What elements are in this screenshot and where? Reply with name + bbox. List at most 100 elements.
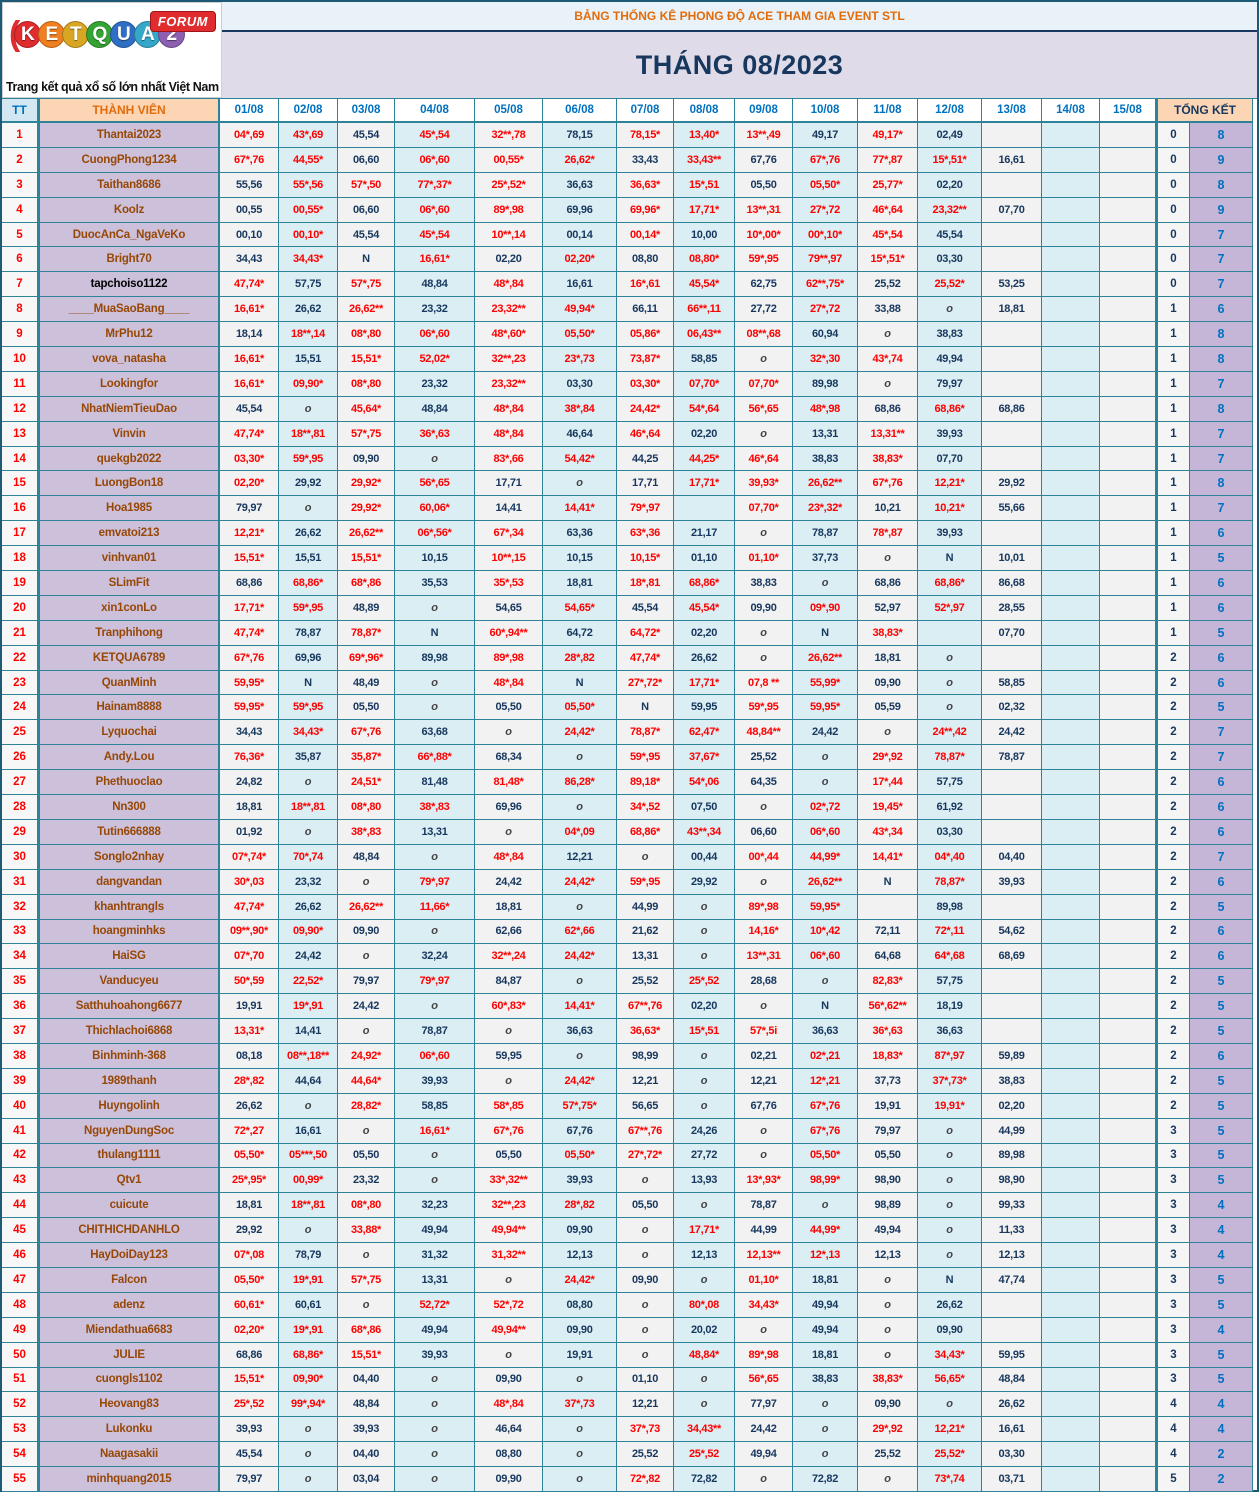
score-cell-13-08[interactable]: 02,20 — [982, 1093, 1042, 1119]
score-cell-13-08[interactable] — [982, 322, 1042, 348]
score-cell-03-08[interactable]: 06,60 — [338, 197, 395, 223]
score-cell-11-08[interactable]: 82,83* — [858, 969, 918, 995]
score-cell-07-08[interactable]: 12,21 — [617, 1392, 674, 1418]
score-cell-01-08[interactable]: 01,92 — [220, 819, 279, 845]
total-miss-cell[interactable]: 0 — [1156, 172, 1190, 198]
score-cell-04-08[interactable]: o — [395, 595, 475, 621]
score-cell-10-08[interactable]: 06*,60 — [793, 819, 858, 845]
score-cell-09-08[interactable]: 56*,65 — [735, 1367, 793, 1393]
score-cell-11-08[interactable] — [858, 894, 918, 920]
score-cell-02-08[interactable]: 59*,95 — [279, 446, 338, 472]
score-cell-09-08[interactable]: 48,84** — [735, 720, 793, 746]
score-cell-13-08[interactable] — [982, 645, 1042, 671]
score-cell-15-08[interactable] — [1100, 620, 1156, 646]
score-cell-08-08[interactable]: o — [674, 944, 735, 970]
score-cell-15-08[interactable] — [1100, 1093, 1156, 1119]
score-cell-15-08[interactable] — [1100, 844, 1156, 870]
total-score-cell[interactable]: 5 — [1190, 1019, 1253, 1044]
score-cell-03-08[interactable]: 04,40 — [338, 1367, 395, 1393]
score-cell-13-08[interactable] — [982, 894, 1042, 920]
score-cell-02-08[interactable]: 43*,69 — [279, 123, 338, 148]
score-cell-05-08[interactable]: 46,64 — [475, 1417, 543, 1443]
score-cell-08-08[interactable]: 17,71* — [674, 670, 735, 696]
score-cell-02-08[interactable]: 44,64 — [279, 1068, 338, 1094]
score-cell-03-08[interactable]: o — [338, 1019, 395, 1044]
score-cell-12-08[interactable] — [918, 620, 982, 646]
score-cell-08-08[interactable]: 37,67* — [674, 745, 735, 771]
score-cell-08-08[interactable]: 02,20 — [674, 421, 735, 447]
total-score-cell[interactable]: 5 — [1190, 1143, 1253, 1169]
score-cell-04-08[interactable]: 23,32 — [395, 371, 475, 397]
score-cell-03-08[interactable]: 45,54 — [338, 123, 395, 148]
score-cell-07-08[interactable]: 05,86* — [617, 322, 674, 348]
score-cell-01-08[interactable]: 50*,59 — [220, 969, 279, 995]
score-cell-04-08[interactable]: 38*,83 — [395, 795, 475, 820]
total-score-cell[interactable]: 8 — [1190, 471, 1253, 497]
total-miss-cell[interactable]: 1 — [1156, 396, 1190, 422]
score-cell-06-08[interactable]: 24,42* — [543, 944, 617, 970]
score-cell-15-08[interactable] — [1100, 670, 1156, 696]
score-cell-14-08[interactable] — [1042, 1367, 1100, 1393]
score-cell-15-08[interactable] — [1100, 272, 1156, 298]
score-cell-07-08[interactable]: 37*,73 — [617, 1417, 674, 1443]
score-cell-15-08[interactable] — [1100, 994, 1156, 1020]
score-cell-02-08[interactable]: 15,51 — [279, 546, 338, 572]
score-cell-07-08[interactable]: 78,87* — [617, 720, 674, 746]
score-cell-13-08[interactable]: 28,55 — [982, 595, 1042, 621]
member-name-cell[interactable]: Hoa1985 — [38, 496, 220, 522]
score-cell-01-08[interactable]: 47,74* — [220, 894, 279, 920]
total-score-cell[interactable]: 4 — [1190, 1317, 1253, 1343]
score-cell-14-08[interactable] — [1042, 620, 1100, 646]
score-cell-12-08[interactable]: 78,87* — [918, 869, 982, 895]
score-cell-13-08[interactable]: 02,32 — [982, 695, 1042, 721]
score-cell-05-08[interactable]: 89*,98 — [475, 645, 543, 671]
score-cell-04-08[interactable]: 79*,97 — [395, 869, 475, 895]
score-cell-06-08[interactable]: o — [543, 1367, 617, 1393]
score-cell-08-08[interactable]: 24,26 — [674, 1118, 735, 1144]
score-cell-09-08[interactable]: 12,13** — [735, 1243, 793, 1268]
score-cell-09-08[interactable]: 89*,98 — [735, 894, 793, 920]
score-cell-08-08[interactable]: 54*,64 — [674, 396, 735, 422]
score-cell-05-08[interactable]: 00,55* — [475, 147, 543, 173]
score-cell-09-08[interactable]: 77,97 — [735, 1392, 793, 1418]
score-cell-15-08[interactable] — [1100, 222, 1156, 248]
score-cell-14-08[interactable] — [1042, 396, 1100, 422]
member-name-cell[interactable]: adenz — [38, 1292, 220, 1318]
score-cell-10-08[interactable]: 23*,32* — [793, 496, 858, 522]
score-cell-02-08[interactable]: o — [279, 1467, 338, 1492]
score-cell-03-08[interactable]: o — [338, 1292, 395, 1318]
total-score-cell[interactable]: 8 — [1190, 123, 1253, 148]
member-name-cell[interactable]: hoangminhks — [38, 919, 220, 945]
score-cell-01-08[interactable]: 28*,82 — [220, 1068, 279, 1094]
score-cell-07-08[interactable]: o — [617, 1218, 674, 1244]
score-cell-15-08[interactable] — [1100, 695, 1156, 721]
score-cell-14-08[interactable] — [1042, 496, 1100, 522]
score-cell-01-08[interactable]: 16,61* — [220, 297, 279, 323]
score-cell-14-08[interactable] — [1042, 1019, 1100, 1044]
member-name-cell[interactable]: CuongPhong1234 — [38, 147, 220, 173]
score-cell-13-08[interactable] — [982, 421, 1042, 447]
score-cell-14-08[interactable] — [1042, 521, 1100, 547]
score-cell-07-08[interactable]: 33,43 — [617, 147, 674, 173]
score-cell-14-08[interactable] — [1042, 795, 1100, 820]
score-cell-06-08[interactable]: 05,50* — [543, 322, 617, 348]
score-cell-03-08[interactable]: 44,64* — [338, 1068, 395, 1094]
score-cell-11-08[interactable]: o — [858, 1467, 918, 1492]
score-cell-12-08[interactable]: 25,52* — [918, 1442, 982, 1468]
score-cell-11-08[interactable]: 15*,51* — [858, 247, 918, 273]
score-cell-09-08[interactable]: 67,76 — [735, 147, 793, 173]
score-cell-10-08[interactable]: o — [793, 571, 858, 596]
score-cell-10-08[interactable]: 32*,30 — [793, 347, 858, 372]
score-cell-11-08[interactable]: 25,52 — [858, 1442, 918, 1468]
member-name-cell[interactable]: xin1conLo — [38, 595, 220, 621]
score-cell-15-08[interactable] — [1100, 720, 1156, 746]
score-cell-05-08[interactable]: 84,87 — [475, 969, 543, 995]
score-cell-08-08[interactable]: 15*,51 — [674, 1019, 735, 1044]
score-cell-13-08[interactable] — [982, 770, 1042, 796]
score-cell-13-08[interactable]: 07,70 — [982, 620, 1042, 646]
score-cell-09-08[interactable]: 09,90 — [735, 595, 793, 621]
score-cell-08-08[interactable]: 25*,52 — [674, 969, 735, 995]
score-cell-12-08[interactable]: N — [918, 546, 982, 572]
score-cell-06-08[interactable]: 09,90 — [543, 1218, 617, 1244]
member-name-cell[interactable]: vinhvan01 — [38, 546, 220, 572]
